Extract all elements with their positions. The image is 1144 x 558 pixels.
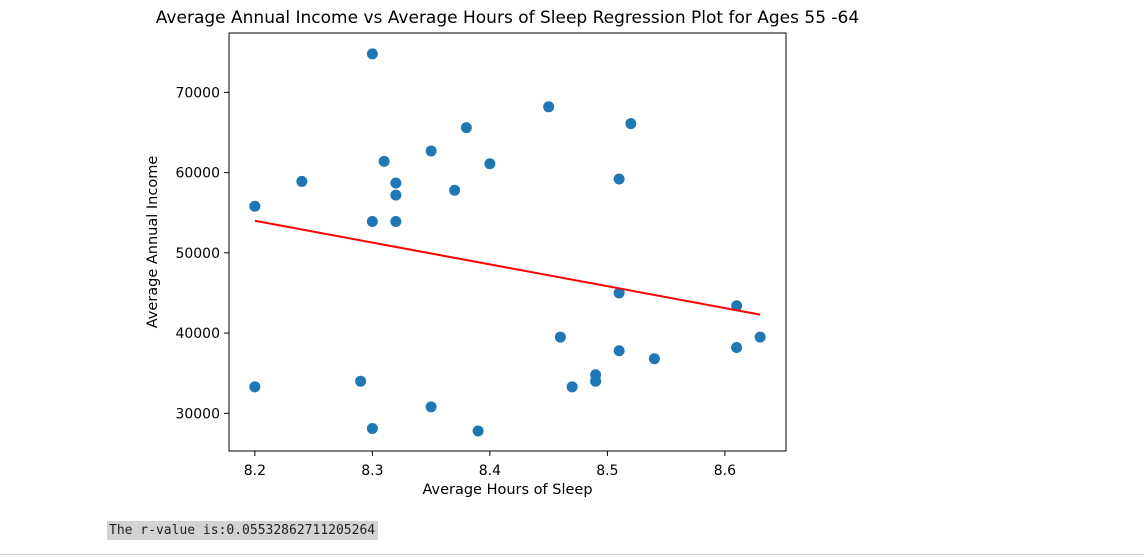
data-point [378, 155, 390, 167]
y-axis: 30000 40000 50000 60000 70000 [175, 85, 229, 422]
y-tick-label: 40000 [175, 326, 220, 342]
data-point [613, 345, 625, 357]
data-point [613, 287, 625, 299]
data-point [554, 331, 566, 343]
y-tick-label: 70000 [175, 85, 220, 101]
r-value-output: The r-value is:0.05532862711205264 [107, 521, 379, 540]
x-axis-label: Average Hours of Sleep [422, 482, 592, 498]
data-point [355, 375, 367, 387]
data-point [625, 118, 637, 130]
data-point [648, 353, 660, 365]
regression-line [254, 219, 761, 316]
data-point [425, 401, 437, 413]
data-point [484, 158, 496, 170]
data-point [543, 101, 555, 113]
data-point [249, 381, 261, 393]
scatter-plot: Average Annual Income vs Average Hours o… [145, 8, 859, 498]
data-point [249, 200, 261, 212]
data-point [390, 189, 402, 201]
y-tick-label: 30000 [175, 406, 220, 422]
data-point [754, 331, 766, 343]
data-point [390, 216, 402, 228]
data-point [366, 48, 378, 60]
y-tick-label: 50000 [175, 246, 220, 262]
x-axis: 8.2 8.3 8.4 8.5 8.6 [244, 451, 736, 479]
data-point [449, 184, 461, 196]
data-point [425, 145, 437, 157]
data-point [460, 122, 472, 134]
data-point [296, 175, 308, 187]
x-tick-label: 8.4 [479, 463, 501, 479]
x-tick-label: 8.3 [361, 463, 383, 479]
data-point [366, 216, 378, 228]
data-point [366, 423, 378, 435]
y-tick-label: 60000 [175, 166, 220, 182]
data-point [731, 342, 743, 354]
data-point [613, 173, 625, 185]
data-point [590, 375, 602, 387]
scatter-points [249, 48, 766, 437]
x-tick-label: 8.5 [596, 463, 618, 479]
chart-title: Average Annual Income vs Average Hours o… [156, 8, 859, 28]
data-point [731, 300, 743, 312]
plot-frame [228, 32, 787, 452]
cell-divider [0, 554, 1144, 555]
y-axis-label: Average Annual Income [145, 156, 161, 329]
x-tick-label: 8.2 [244, 463, 266, 479]
data-point [472, 425, 484, 437]
x-tick-label: 8.6 [714, 463, 736, 479]
data-point [566, 381, 578, 393]
data-point [390, 177, 402, 189]
